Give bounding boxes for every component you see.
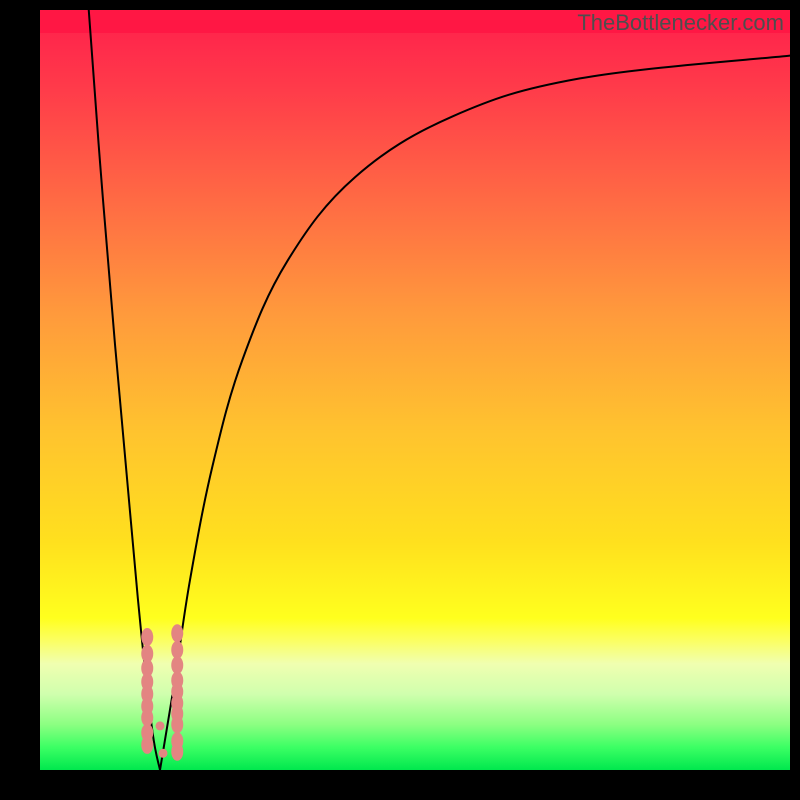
marker-center — [159, 749, 168, 758]
watermark-text: TheBottlenecker.com — [577, 10, 784, 36]
marker-right — [171, 624, 183, 642]
marker-left — [141, 736, 153, 754]
curve-right — [160, 56, 790, 770]
marker-right — [171, 715, 183, 733]
curve-layer — [40, 10, 790, 770]
plot-area — [40, 10, 790, 770]
marker-left — [141, 628, 153, 646]
chart-root: TheBottlenecker.com — [0, 0, 800, 800]
marker-right — [171, 743, 183, 761]
marker-center — [156, 721, 165, 730]
